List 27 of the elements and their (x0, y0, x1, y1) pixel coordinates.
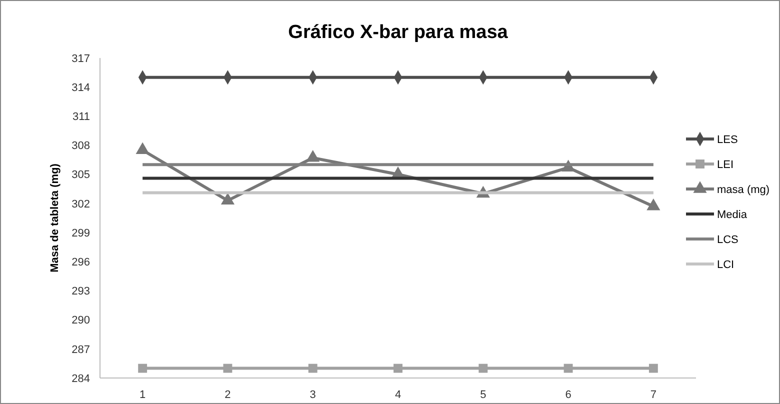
x-tick-label: 7 (650, 388, 656, 401)
y-tick-label: 317 (72, 52, 90, 65)
legend-label: masa (mg) (717, 184, 770, 196)
x-tick-label: 1 (140, 388, 146, 401)
x-tick-label: 3 (310, 388, 316, 401)
y-tick-label: 305 (72, 169, 90, 182)
y-tick-label: 302 (72, 198, 90, 210)
y-tick-label: 311 (72, 111, 90, 124)
y-tick-label: 290 (72, 314, 90, 327)
chart-title: Gráfico X-bar para masa (288, 22, 508, 43)
legend-label: LCI (717, 258, 734, 271)
y-axis-title: Masa de tableta (mg) (49, 163, 61, 272)
x-tick-label: 6 (565, 388, 572, 401)
legend-label: LES (717, 134, 738, 146)
y-tick-label: 314 (72, 82, 90, 94)
x-tick-label: 4 (394, 388, 402, 401)
x-tick-label: 2 (224, 388, 231, 401)
y-tick-label: 284 (72, 372, 90, 385)
y-tick-label: 299 (72, 227, 90, 240)
legend-label: Media (717, 208, 748, 221)
y-tick-label: 308 (72, 140, 90, 152)
y-tick-label: 296 (72, 256, 90, 268)
legend-label: LEI (717, 158, 734, 171)
y-tick-label: 293 (72, 286, 90, 298)
x-tick-label: 5 (480, 388, 486, 401)
y-tick-label: 287 (72, 344, 90, 356)
legend-label: LCS (717, 234, 738, 246)
